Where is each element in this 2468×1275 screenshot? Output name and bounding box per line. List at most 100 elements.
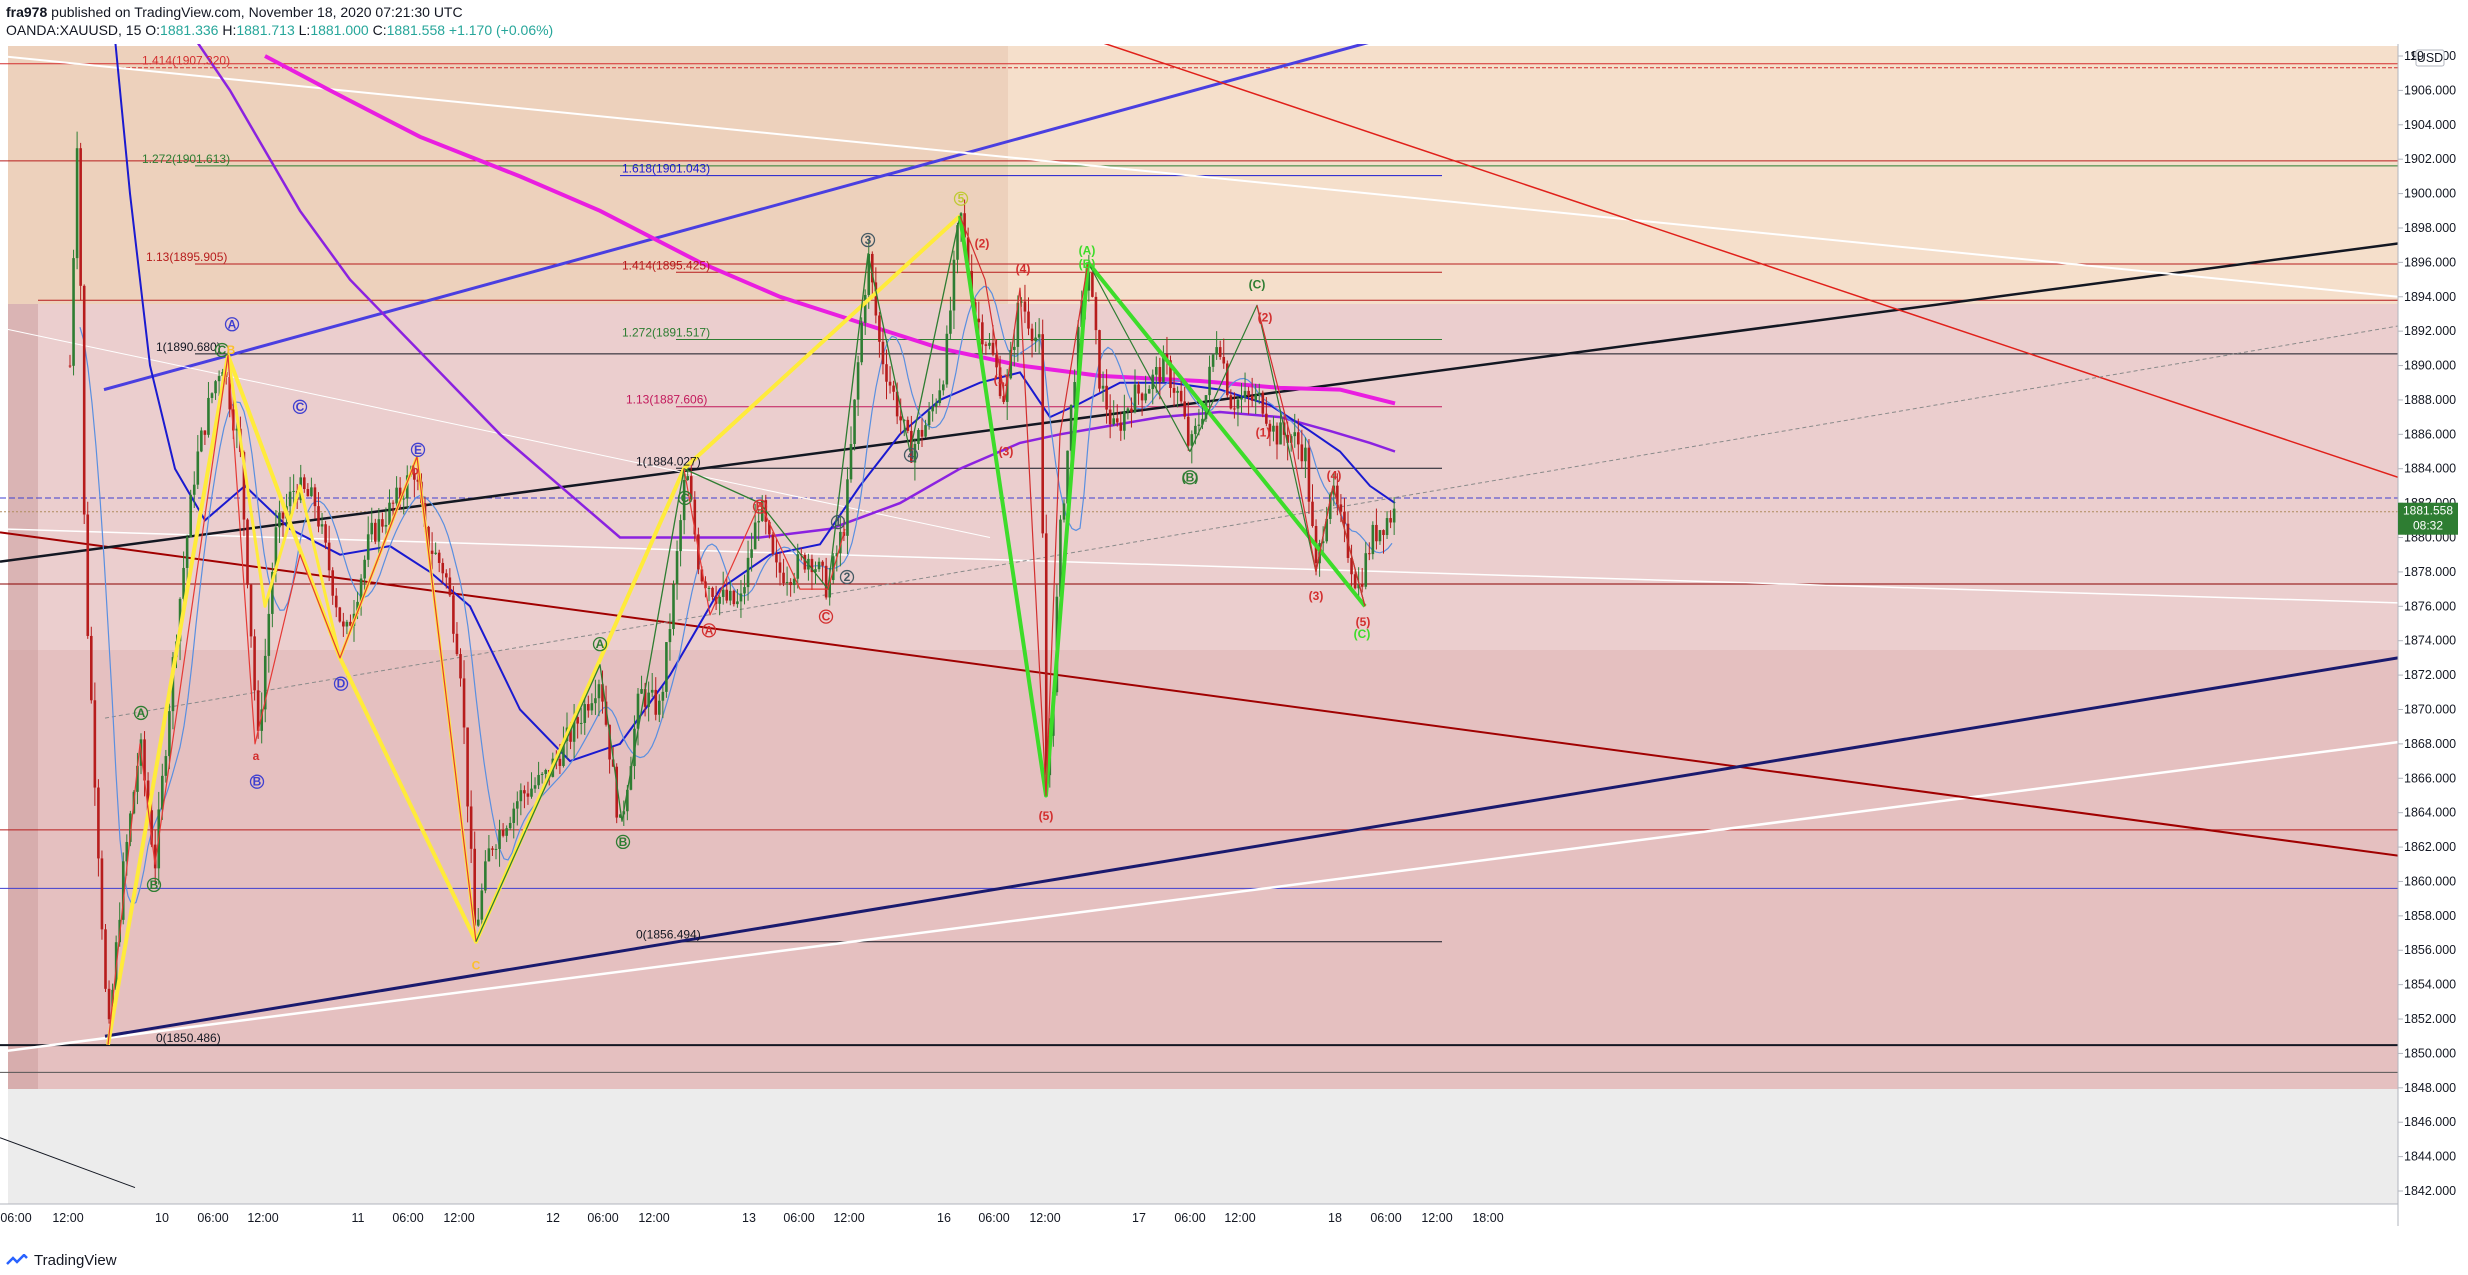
candle-body	[587, 704, 590, 711]
wave-label: 4	[908, 448, 915, 462]
candle-body	[1190, 434, 1194, 446]
candle-body	[1158, 367, 1162, 383]
candle-body	[1098, 330, 1101, 389]
candle-body	[895, 391, 899, 417]
candle-body	[256, 690, 260, 731]
y-tick-label: 1884.000	[2404, 462, 2456, 476]
candle-body	[494, 848, 498, 850]
candle-body	[686, 476, 689, 481]
x-tick-label: 16	[937, 1211, 951, 1225]
candle-body	[232, 409, 235, 431]
candle-body	[1307, 447, 1311, 502]
wave-yellow	[106, 214, 962, 1046]
candle-body	[90, 635, 93, 701]
price-axis[interactable]: 1842.000 1844.000 1846.000 1848.000 1850.000…	[2398, 49, 2456, 1198]
usd-badge[interactable]: USD	[2415, 49, 2445, 67]
candle-body	[789, 581, 792, 586]
candle-body	[782, 572, 785, 584]
candle-body	[1027, 311, 1030, 329]
candle-body	[1240, 397, 1243, 400]
y-tick-label: 1870.000	[2404, 702, 2456, 716]
candle-body	[164, 756, 168, 776]
candle-body	[643, 689, 647, 707]
candle-body	[405, 475, 409, 499]
candle-body	[682, 480, 686, 521]
candle-body	[1013, 346, 1016, 350]
candle-body	[679, 520, 682, 552]
candle-body	[1343, 511, 1346, 524]
x-tick-label: 13	[742, 1211, 756, 1225]
y-tick-label: 1894.000	[2404, 290, 2456, 304]
candle-body	[1385, 518, 1389, 536]
candle-body	[82, 285, 86, 515]
author-name[interactable]: fra978	[6, 4, 48, 20]
candle-body	[416, 479, 420, 482]
candle-body	[1254, 394, 1257, 401]
last-price-marker: 1881.558 08:32	[2398, 502, 2458, 535]
candle-body	[1265, 413, 1268, 424]
tradingview-logo[interactable]: TradingView	[6, 1252, 117, 1269]
price-chart[interactable]: 1.414(1907.320) 1.272(1901.613) 1.13(1895.…	[0, 44, 2468, 1250]
symbol-name[interactable]: OANDA:XAUUSD, 15	[6, 22, 142, 38]
x-tick-label: 12:00	[52, 1211, 83, 1225]
candle-body	[1101, 385, 1105, 389]
candle-body	[79, 148, 82, 286]
candle-body	[1261, 392, 1265, 414]
time-axis[interactable]: 06:00 12:00 10 06:00 12:00 11 06:00 12:00 12 06:0…	[0, 1211, 1503, 1225]
y-tick-label: 1868.000	[2404, 737, 2456, 751]
candle-body	[785, 581, 789, 584]
candle-body	[221, 372, 224, 377]
candle-body	[739, 593, 743, 602]
candle-body	[1179, 390, 1183, 402]
candle-body	[661, 691, 665, 701]
candle-body	[200, 430, 203, 452]
candle-body	[1236, 399, 1240, 409]
candle-body	[143, 739, 146, 781]
candle-body	[1233, 408, 1236, 410]
candle-body	[189, 494, 192, 538]
candle-body	[271, 572, 274, 614]
candle-body	[1044, 533, 1048, 776]
candle-body	[437, 552, 441, 563]
candle-body	[615, 766, 618, 818]
candle-body	[1016, 302, 1020, 347]
wave-label: A	[137, 706, 146, 720]
candle-body	[1076, 326, 1080, 383]
candle-body	[1229, 395, 1233, 409]
candle-body	[803, 554, 807, 570]
candle-body	[920, 429, 924, 437]
trendline	[104, 325, 2398, 719]
candle-body	[249, 584, 253, 637]
wave-label: (A)	[1079, 243, 1096, 257]
candle-body	[1304, 447, 1307, 462]
candle-body	[374, 522, 377, 542]
candle-body	[214, 381, 217, 394]
tradingview-brand: TradingView	[34, 1252, 117, 1269]
wave-red-2	[683, 468, 846, 616]
y-tick-label: 1856.000	[2404, 943, 2456, 957]
candle-body	[810, 558, 814, 573]
y-tick-label: 1878.000	[2404, 565, 2456, 579]
wave-label: A	[228, 317, 237, 331]
y-tick-label: 1874.000	[2404, 634, 2456, 648]
candle-body	[1222, 356, 1226, 364]
ohlc-l-label: L:	[298, 22, 311, 38]
wave-red-3	[959, 215, 1089, 797]
x-tick-label: 12:00	[443, 1211, 474, 1225]
candle-body	[814, 569, 817, 573]
trendline	[103, 44, 1369, 392]
wave-label-circle	[818, 609, 834, 624]
candle-body	[924, 425, 927, 437]
candle-body	[93, 700, 97, 788]
candle-body	[246, 519, 249, 585]
wave-label: B	[253, 775, 262, 789]
candle-body	[583, 704, 587, 723]
candle-body	[146, 780, 150, 811]
candle-body	[878, 315, 881, 342]
candle-body	[452, 595, 455, 634]
candle-body	[874, 282, 878, 316]
candle-body	[871, 253, 874, 283]
wave-label: (2)	[975, 236, 990, 250]
candle-body	[831, 556, 835, 581]
y-tick-label: 1900.000	[2404, 187, 2456, 201]
